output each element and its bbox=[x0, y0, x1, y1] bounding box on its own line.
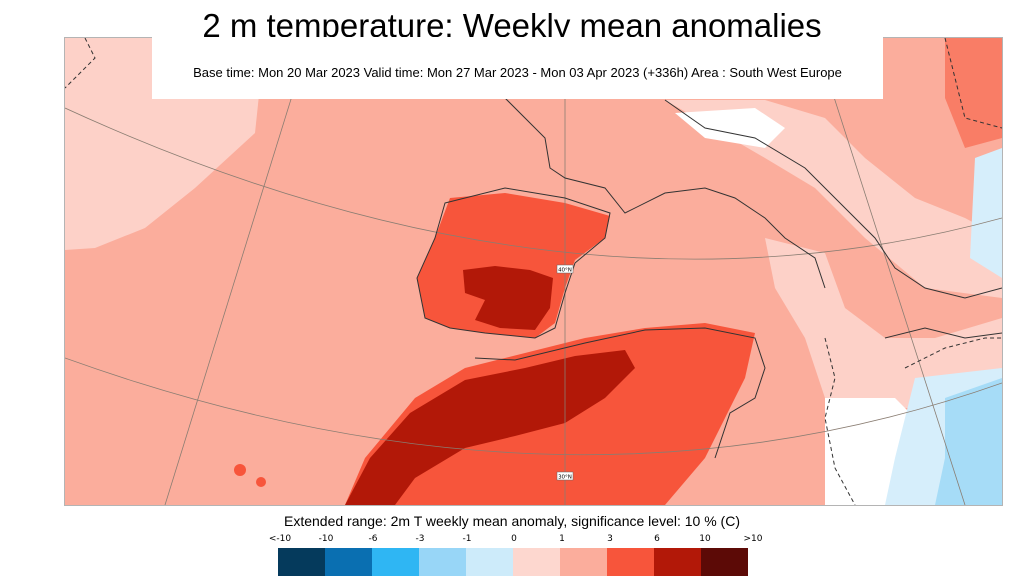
coastline bbox=[664, 99, 1002, 299]
legend-swatch bbox=[419, 548, 466, 576]
longitude-line bbox=[164, 38, 311, 505]
anomaly-map: 40°N 30°N bbox=[65, 38, 1002, 505]
legend-tick: -3 bbox=[415, 534, 425, 544]
legend-tick: 3 bbox=[607, 534, 613, 544]
legend-colorbar bbox=[278, 548, 748, 576]
legend-tick: 10 bbox=[699, 534, 711, 544]
legend-caption: Extended range: 2m T weekly mean anomaly… bbox=[283, 513, 740, 529]
island-marker bbox=[256, 477, 266, 487]
legend-tick: 6 bbox=[654, 534, 660, 544]
subtitle-box bbox=[152, 37, 883, 99]
anomaly-zone-africa-hot bbox=[345, 350, 635, 505]
latitude-line bbox=[65, 107, 1002, 260]
chart-subtitle: Base time: Mon 20 Mar 2023 Valid time: M… bbox=[193, 65, 842, 80]
anomaly-zone-warm-ne bbox=[945, 38, 1002, 148]
anomaly-zone-cool-ne bbox=[970, 148, 1002, 278]
legend-swatch bbox=[466, 548, 513, 576]
legend-tick: 1 bbox=[559, 534, 565, 544]
significance-contour bbox=[824, 337, 856, 505]
longitude-line bbox=[814, 38, 966, 505]
legend-tick: >10 bbox=[743, 534, 763, 544]
coastline bbox=[884, 327, 1002, 339]
svg-text:40°N: 40°N bbox=[558, 268, 572, 274]
legend-tick: 0 bbox=[511, 534, 517, 544]
significance-contour bbox=[65, 38, 96, 89]
legend-tick: -6 bbox=[368, 534, 378, 544]
lat-label-30n: 30°N bbox=[556, 471, 574, 481]
anomaly-zone-iberia-warm bbox=[417, 193, 610, 338]
legend-swatch bbox=[701, 548, 748, 576]
coastline bbox=[504, 97, 826, 289]
legend-swatch bbox=[278, 548, 325, 576]
significance-contour bbox=[944, 38, 1002, 129]
anomaly-zone-neutral-alps bbox=[675, 108, 785, 148]
svg-text:30°N: 30°N bbox=[558, 475, 572, 481]
legend-swatch bbox=[513, 548, 560, 576]
legend-tick: -1 bbox=[462, 534, 472, 544]
legend-tick: -10 bbox=[318, 534, 334, 544]
map-panel: 40°N 30°N bbox=[64, 37, 1003, 506]
anomaly-zone-cool bbox=[935, 378, 1002, 505]
anomaly-zone-east-med bbox=[765, 238, 1002, 418]
legend-tick: <-10 bbox=[268, 534, 292, 544]
lat-label-40n: 40°N bbox=[556, 264, 574, 274]
latitude-line bbox=[65, 357, 1002, 456]
legend-swatch bbox=[325, 548, 372, 576]
legend-ticks: <-10 -10 -6 -3 -1 0 1 3 6 10 >10 bbox=[0, 533, 1024, 547]
coastline bbox=[474, 327, 766, 459]
island-marker bbox=[234, 464, 246, 476]
significance-contour bbox=[904, 337, 1002, 369]
coastline bbox=[416, 187, 611, 339]
legend-swatch bbox=[372, 548, 419, 576]
legend-swatch bbox=[607, 548, 654, 576]
anomaly-zone-balkans bbox=[665, 100, 1002, 298]
legend-swatch bbox=[654, 548, 701, 576]
legend-swatch bbox=[560, 548, 607, 576]
anomaly-zone-iberia-hot bbox=[463, 266, 553, 330]
